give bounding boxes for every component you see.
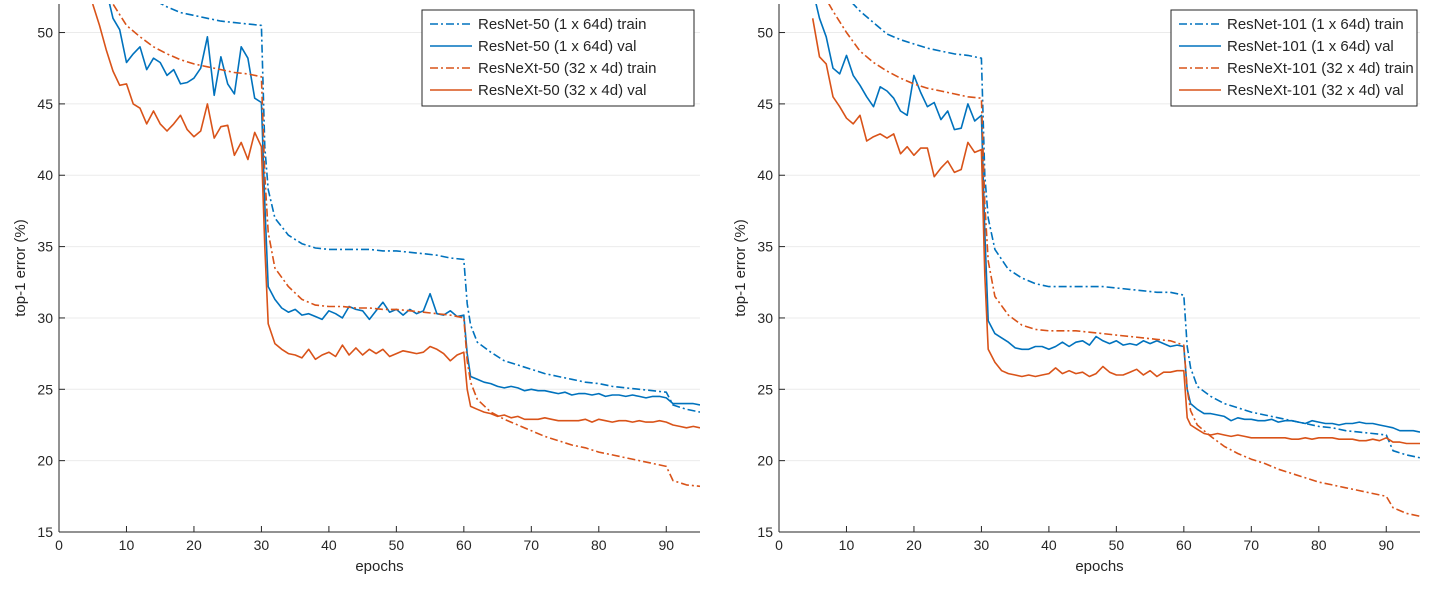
- x-tick-label: 50: [389, 537, 405, 553]
- x-tick-label: 80: [591, 537, 607, 553]
- y-tick-label: 30: [757, 310, 773, 326]
- series-line-3: [828, 4, 1420, 518]
- legend-label: ResNet-101 (1 x 64d) val: [1227, 38, 1394, 55]
- x-axis-label: epochs: [1075, 558, 1123, 575]
- x-tick-label: 0: [775, 537, 783, 553]
- y-tick-label: 15: [757, 524, 773, 540]
- x-tick-label: 60: [456, 537, 472, 553]
- legend: ResNet-101 (1 x 64d) train ResNet-101 (1 …: [1170, 9, 1418, 107]
- x-tick-label: 20: [186, 537, 202, 553]
- y-tick-label: 20: [37, 453, 53, 469]
- x-tick-label: 10: [839, 537, 855, 553]
- legend-label: ResNet-101 (1 x 64d) train: [1227, 16, 1404, 33]
- y-tick-label: 30: [37, 310, 53, 326]
- legend-label: ResNet-50 (1 x 64d) val: [478, 38, 636, 55]
- y-axis-label: top-1 error (%): [732, 219, 749, 317]
- plot-area: [91, 4, 700, 488]
- x-tick-label: 0: [55, 537, 63, 553]
- y-tick-label: 15: [37, 524, 53, 540]
- legend-label: ResNet-50 (1 x 64d) train: [478, 16, 646, 33]
- y-tick-label: 50: [37, 25, 53, 41]
- y-tick-label: 25: [757, 381, 773, 397]
- y-axis-label: top-1 error (%): [12, 219, 29, 317]
- y-tick-label: 35: [37, 239, 53, 255]
- chart-panel-1: 0 10 20 30 40 50 60 70 80 90 15 20 25 30 35 40 45 50 epoch…: [12, 4, 700, 575]
- series-line-2: [815, 4, 1420, 433]
- y-tick-label: 40: [37, 167, 53, 183]
- x-tick-label: 30: [974, 537, 990, 553]
- y-tick-label: 20: [757, 453, 773, 469]
- legend-label: ResNeXt-101 (32 x 4d) train: [1227, 60, 1414, 77]
- series-line-1: [852, 4, 1420, 459]
- y-tick-label: 35: [757, 239, 773, 255]
- series-line-3: [112, 4, 700, 488]
- chart-panel-2: 0 10 20 30 40 50 60 70 80 90 15 20 25 30 35 40 45 50 epoch…: [732, 4, 1420, 575]
- legend-label: ResNeXt-101 (32 x 4d) val: [1227, 82, 1404, 99]
- plot-area: [811, 4, 1420, 518]
- legend-label: ResNeXt-50 (32 x 4d) val: [478, 82, 646, 99]
- series-line-4: [811, 18, 1420, 445]
- x-tick-label: 60: [1176, 537, 1192, 553]
- y-tick-label: 45: [37, 96, 53, 112]
- x-tick-label: 20: [906, 537, 922, 553]
- x-tick-label: 90: [658, 537, 674, 553]
- legend: ResNet-50 (1 x 64d) train ResNet-50 (1 x …: [421, 9, 695, 107]
- x-tick-label: 40: [321, 537, 337, 553]
- x-tick-label: 90: [1378, 537, 1394, 553]
- series-line-4: [91, 4, 700, 429]
- x-tick-label: 40: [1041, 537, 1057, 553]
- x-tick-label: 70: [524, 537, 540, 553]
- y-tick-label: 40: [757, 167, 773, 183]
- y-tick-label: 50: [757, 25, 773, 41]
- x-tick-label: 30: [254, 537, 270, 553]
- series-line-1: [159, 4, 700, 413]
- x-tick-label: 50: [1109, 537, 1125, 553]
- legend-label: ResNeXt-50 (32 x 4d) train: [478, 60, 656, 77]
- x-axis-label: epochs: [355, 558, 403, 575]
- series-line-2: [108, 4, 700, 406]
- y-tick-label: 25: [37, 381, 53, 397]
- x-tick-label: 70: [1244, 537, 1260, 553]
- x-tick-label: 10: [119, 537, 135, 553]
- x-tick-label: 80: [1311, 537, 1327, 553]
- y-tick-label: 45: [757, 96, 773, 112]
